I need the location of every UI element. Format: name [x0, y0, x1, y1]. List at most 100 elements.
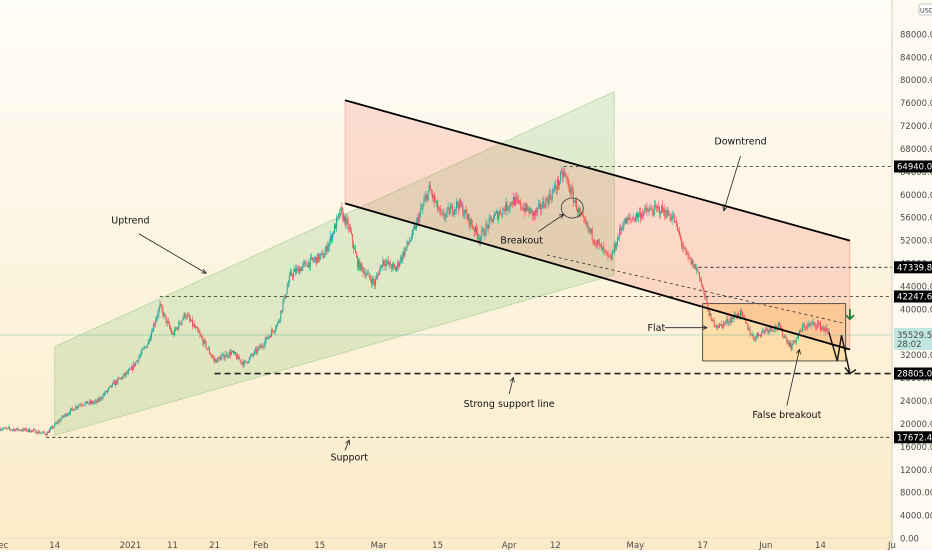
candle-body — [482, 229, 484, 231]
candle-body — [531, 209, 533, 216]
candle-body — [765, 328, 767, 333]
candle-body — [492, 219, 494, 222]
candle-body — [813, 322, 815, 324]
candle-body — [778, 323, 780, 326]
candle-body — [200, 334, 202, 337]
candle-body — [623, 224, 625, 228]
price-tag-label: 47339.84 — [897, 263, 932, 273]
candle-body — [300, 268, 302, 271]
candle-body — [533, 211, 535, 216]
candle-body — [44, 433, 46, 435]
candle-body — [143, 347, 145, 349]
candle-body — [316, 257, 318, 264]
candle-body — [445, 213, 447, 218]
candle-body — [438, 209, 440, 211]
candle-body — [757, 332, 759, 336]
candle-body — [667, 209, 669, 215]
candle-body — [304, 262, 306, 263]
candle-body — [710, 313, 712, 318]
candle-body — [610, 257, 612, 260]
y-tick-label: 8000.00 — [900, 489, 932, 499]
candle-body — [726, 318, 728, 322]
candle-body — [424, 197, 426, 202]
candle-body — [321, 252, 323, 254]
candle-body — [758, 334, 760, 336]
candle-body — [513, 197, 515, 206]
candle-body — [102, 394, 104, 399]
candle-body — [125, 372, 127, 376]
candle-body — [636, 213, 638, 218]
candle-body — [745, 319, 747, 324]
candle-body — [281, 310, 283, 312]
candle-body — [268, 336, 270, 338]
candle-body — [772, 330, 774, 332]
candle-body — [305, 262, 307, 266]
candle-body — [75, 406, 77, 410]
candle-body — [747, 323, 749, 330]
candle-body — [373, 282, 375, 286]
x-tick-label: Mar — [371, 541, 388, 550]
candle-body — [235, 352, 237, 356]
candle-body — [23, 428, 25, 430]
candle-body — [40, 432, 42, 434]
candle-body — [101, 398, 103, 400]
candle-body — [347, 220, 349, 229]
candle-body — [587, 223, 589, 229]
candle-body — [56, 422, 58, 424]
candle-body — [16, 428, 18, 430]
candle-body — [775, 325, 777, 329]
candle-body — [713, 320, 715, 326]
candle-body — [368, 272, 370, 278]
candle-body — [357, 257, 359, 268]
candle-body — [703, 287, 705, 291]
candle-body — [2, 428, 4, 430]
candle-body — [505, 202, 507, 212]
candle-body — [387, 260, 389, 265]
candle-body — [205, 342, 207, 349]
breakout-circle — [560, 197, 584, 219]
candle-body — [249, 356, 251, 358]
candle-body — [629, 217, 631, 219]
candle-body — [208, 348, 210, 354]
candle-body — [714, 325, 716, 327]
candle-body — [282, 302, 284, 311]
candle-body — [290, 271, 292, 276]
candle-body — [82, 405, 84, 407]
candle-body — [146, 344, 148, 348]
candle-body — [583, 215, 585, 218]
candle-body — [32, 430, 34, 432]
breakout-arrow-head — [558, 213, 565, 219]
candle-body — [74, 409, 76, 411]
candle-body — [239, 359, 241, 360]
candle-body — [480, 236, 482, 242]
candle-body — [574, 200, 576, 202]
candle-body — [46, 431, 48, 436]
candle-body — [409, 240, 411, 242]
candle-body — [608, 255, 610, 257]
candle-body — [795, 337, 797, 343]
candle-body — [594, 243, 596, 245]
candle-body — [642, 214, 644, 216]
y-tick-label: 12000.00 — [900, 466, 932, 476]
candle-body — [97, 398, 99, 403]
candle-body — [398, 262, 400, 267]
candle-body — [451, 205, 453, 214]
candle-body — [671, 216, 673, 221]
candle-body — [262, 346, 264, 348]
candle-body — [500, 211, 502, 215]
candle-body — [824, 329, 826, 332]
candle-body — [371, 278, 373, 284]
candle-body — [261, 345, 263, 347]
candle-body — [607, 252, 609, 256]
candle-body — [344, 215, 346, 225]
candle-body — [165, 316, 167, 323]
candle-body — [437, 200, 439, 210]
candle-body — [385, 262, 387, 267]
candle-body — [276, 324, 278, 329]
x-tick-label: 2021 — [120, 541, 142, 550]
candle-body — [226, 353, 228, 357]
candle-body — [243, 361, 245, 366]
support-line-arrow — [508, 377, 514, 395]
